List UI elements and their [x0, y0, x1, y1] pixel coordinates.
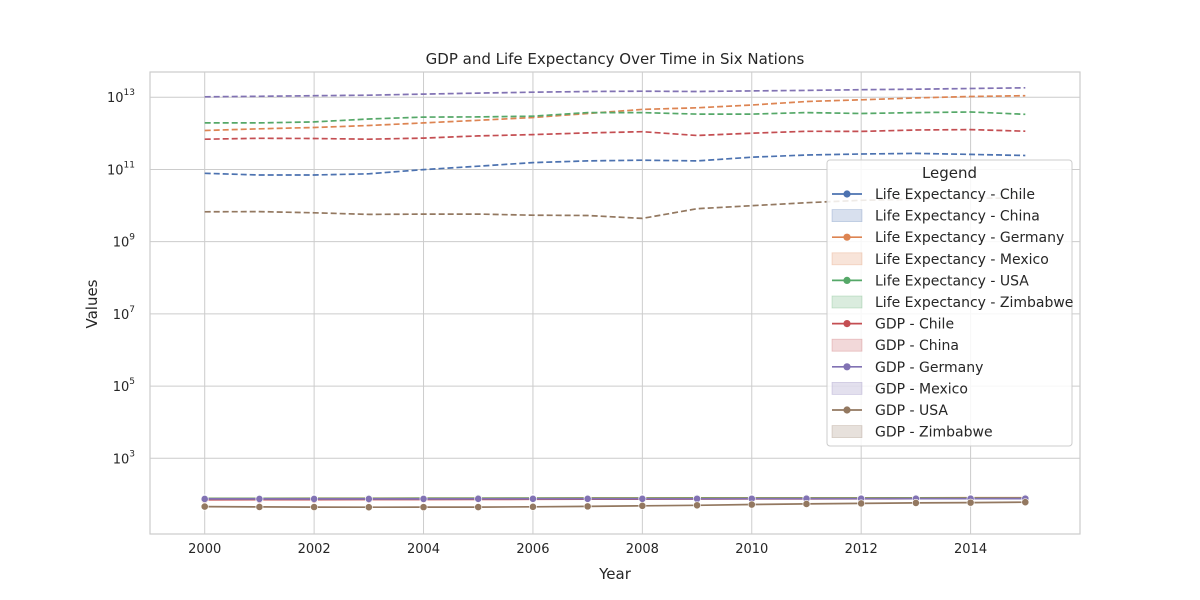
series-point: [419, 503, 428, 512]
legend-marker-swatch: [843, 406, 851, 414]
x-tick-label: 2014: [954, 542, 987, 557]
legend-label: Life Expectancy - Germany: [875, 230, 1064, 246]
legend-label: Life Expectancy - Mexico: [875, 252, 1049, 268]
series-point: [747, 500, 756, 509]
x-tick-label: 2010: [735, 542, 768, 557]
series-point: [638, 494, 647, 503]
legend-marker-swatch: [843, 320, 851, 328]
y-tick-label: 107: [113, 305, 135, 323]
series-point: [693, 501, 701, 510]
series-point: [529, 494, 537, 503]
series-point: [255, 495, 264, 503]
y-tick-label: 105: [113, 377, 135, 395]
y-tick-label: 1011: [107, 160, 135, 178]
series-point: [529, 502, 537, 511]
y-tick-label: 103: [113, 449, 135, 467]
legend-label: Life Expectancy - Chile: [875, 187, 1035, 203]
legend: Legend Life Expectancy - Chile Life Expect…: [826, 159, 1073, 447]
legend-title: Legend: [922, 164, 977, 182]
x-tick-label: 2006: [516, 542, 549, 557]
legend-band-swatch: [831, 338, 863, 352]
series-point: [200, 495, 209, 503]
legend-label: GDP - Germany: [875, 360, 983, 376]
legend-label: GDP - Chile: [875, 317, 954, 333]
series-point: [638, 501, 647, 510]
series-point: [419, 494, 428, 503]
series-point: [911, 499, 920, 507]
x-tick-label: 2012: [845, 542, 878, 557]
legend-label: Life Expectancy - USA: [875, 273, 1029, 289]
legend-label: Life Expectancy - China: [875, 209, 1040, 225]
legend-label: Life Expectancy - Zimbabwe: [875, 295, 1073, 311]
series-point: [200, 502, 209, 511]
series-line: [204, 94, 1026, 132]
series-line: [204, 128, 1026, 141]
series-point: [255, 503, 264, 511]
series-point: [1021, 498, 1030, 507]
legend-marker-swatch: [843, 363, 851, 371]
series-point: [474, 494, 483, 503]
plot-frame: [149, 71, 1081, 535]
x-tick-label: 2004: [407, 542, 440, 557]
legend-band-swatch: [831, 295, 863, 309]
x-tick-label: 2008: [626, 542, 659, 557]
legend-label: GDP - USA: [875, 403, 948, 419]
legend-band-swatch: [831, 209, 863, 223]
series-point: [364, 503, 373, 512]
y-tick-label: 109: [113, 233, 136, 251]
legend-band-swatch: [831, 381, 863, 395]
y-axis-label: Values: [83, 279, 101, 328]
series-line: [204, 152, 1026, 176]
legend-label: GDP - Mexico: [875, 381, 968, 397]
legend-marker-swatch: [843, 190, 851, 198]
legend-band-swatch: [831, 252, 863, 266]
x-tick-label: 2000: [188, 542, 221, 557]
chart-title: GDP and Life Expectancy Over Time in Six…: [426, 50, 805, 68]
series-point: [693, 494, 701, 503]
legend-box: [826, 159, 1073, 447]
legend-label: GDP - China: [875, 338, 959, 354]
series-line: [204, 86, 1026, 98]
series-point: [474, 503, 483, 511]
series-point: [364, 495, 373, 503]
series-line: [204, 501, 1026, 509]
y-tick-label: 1013: [107, 88, 135, 106]
series-point: [966, 498, 975, 507]
x-axis-label: Year: [598, 565, 632, 583]
legend-label: GDP - Zimbabwe: [875, 425, 993, 441]
legend-marker-swatch: [843, 233, 851, 241]
series-point: [857, 499, 866, 508]
series-point: [310, 495, 319, 503]
series-point: [310, 503, 319, 511]
series-point: [583, 502, 592, 511]
series-point: [583, 494, 592, 503]
series-point: [802, 500, 811, 508]
legend-band-swatch: [831, 425, 863, 439]
series-line: [204, 111, 1026, 124]
legend-marker-swatch: [843, 276, 851, 284]
x-tick-label: 2002: [298, 542, 331, 557]
